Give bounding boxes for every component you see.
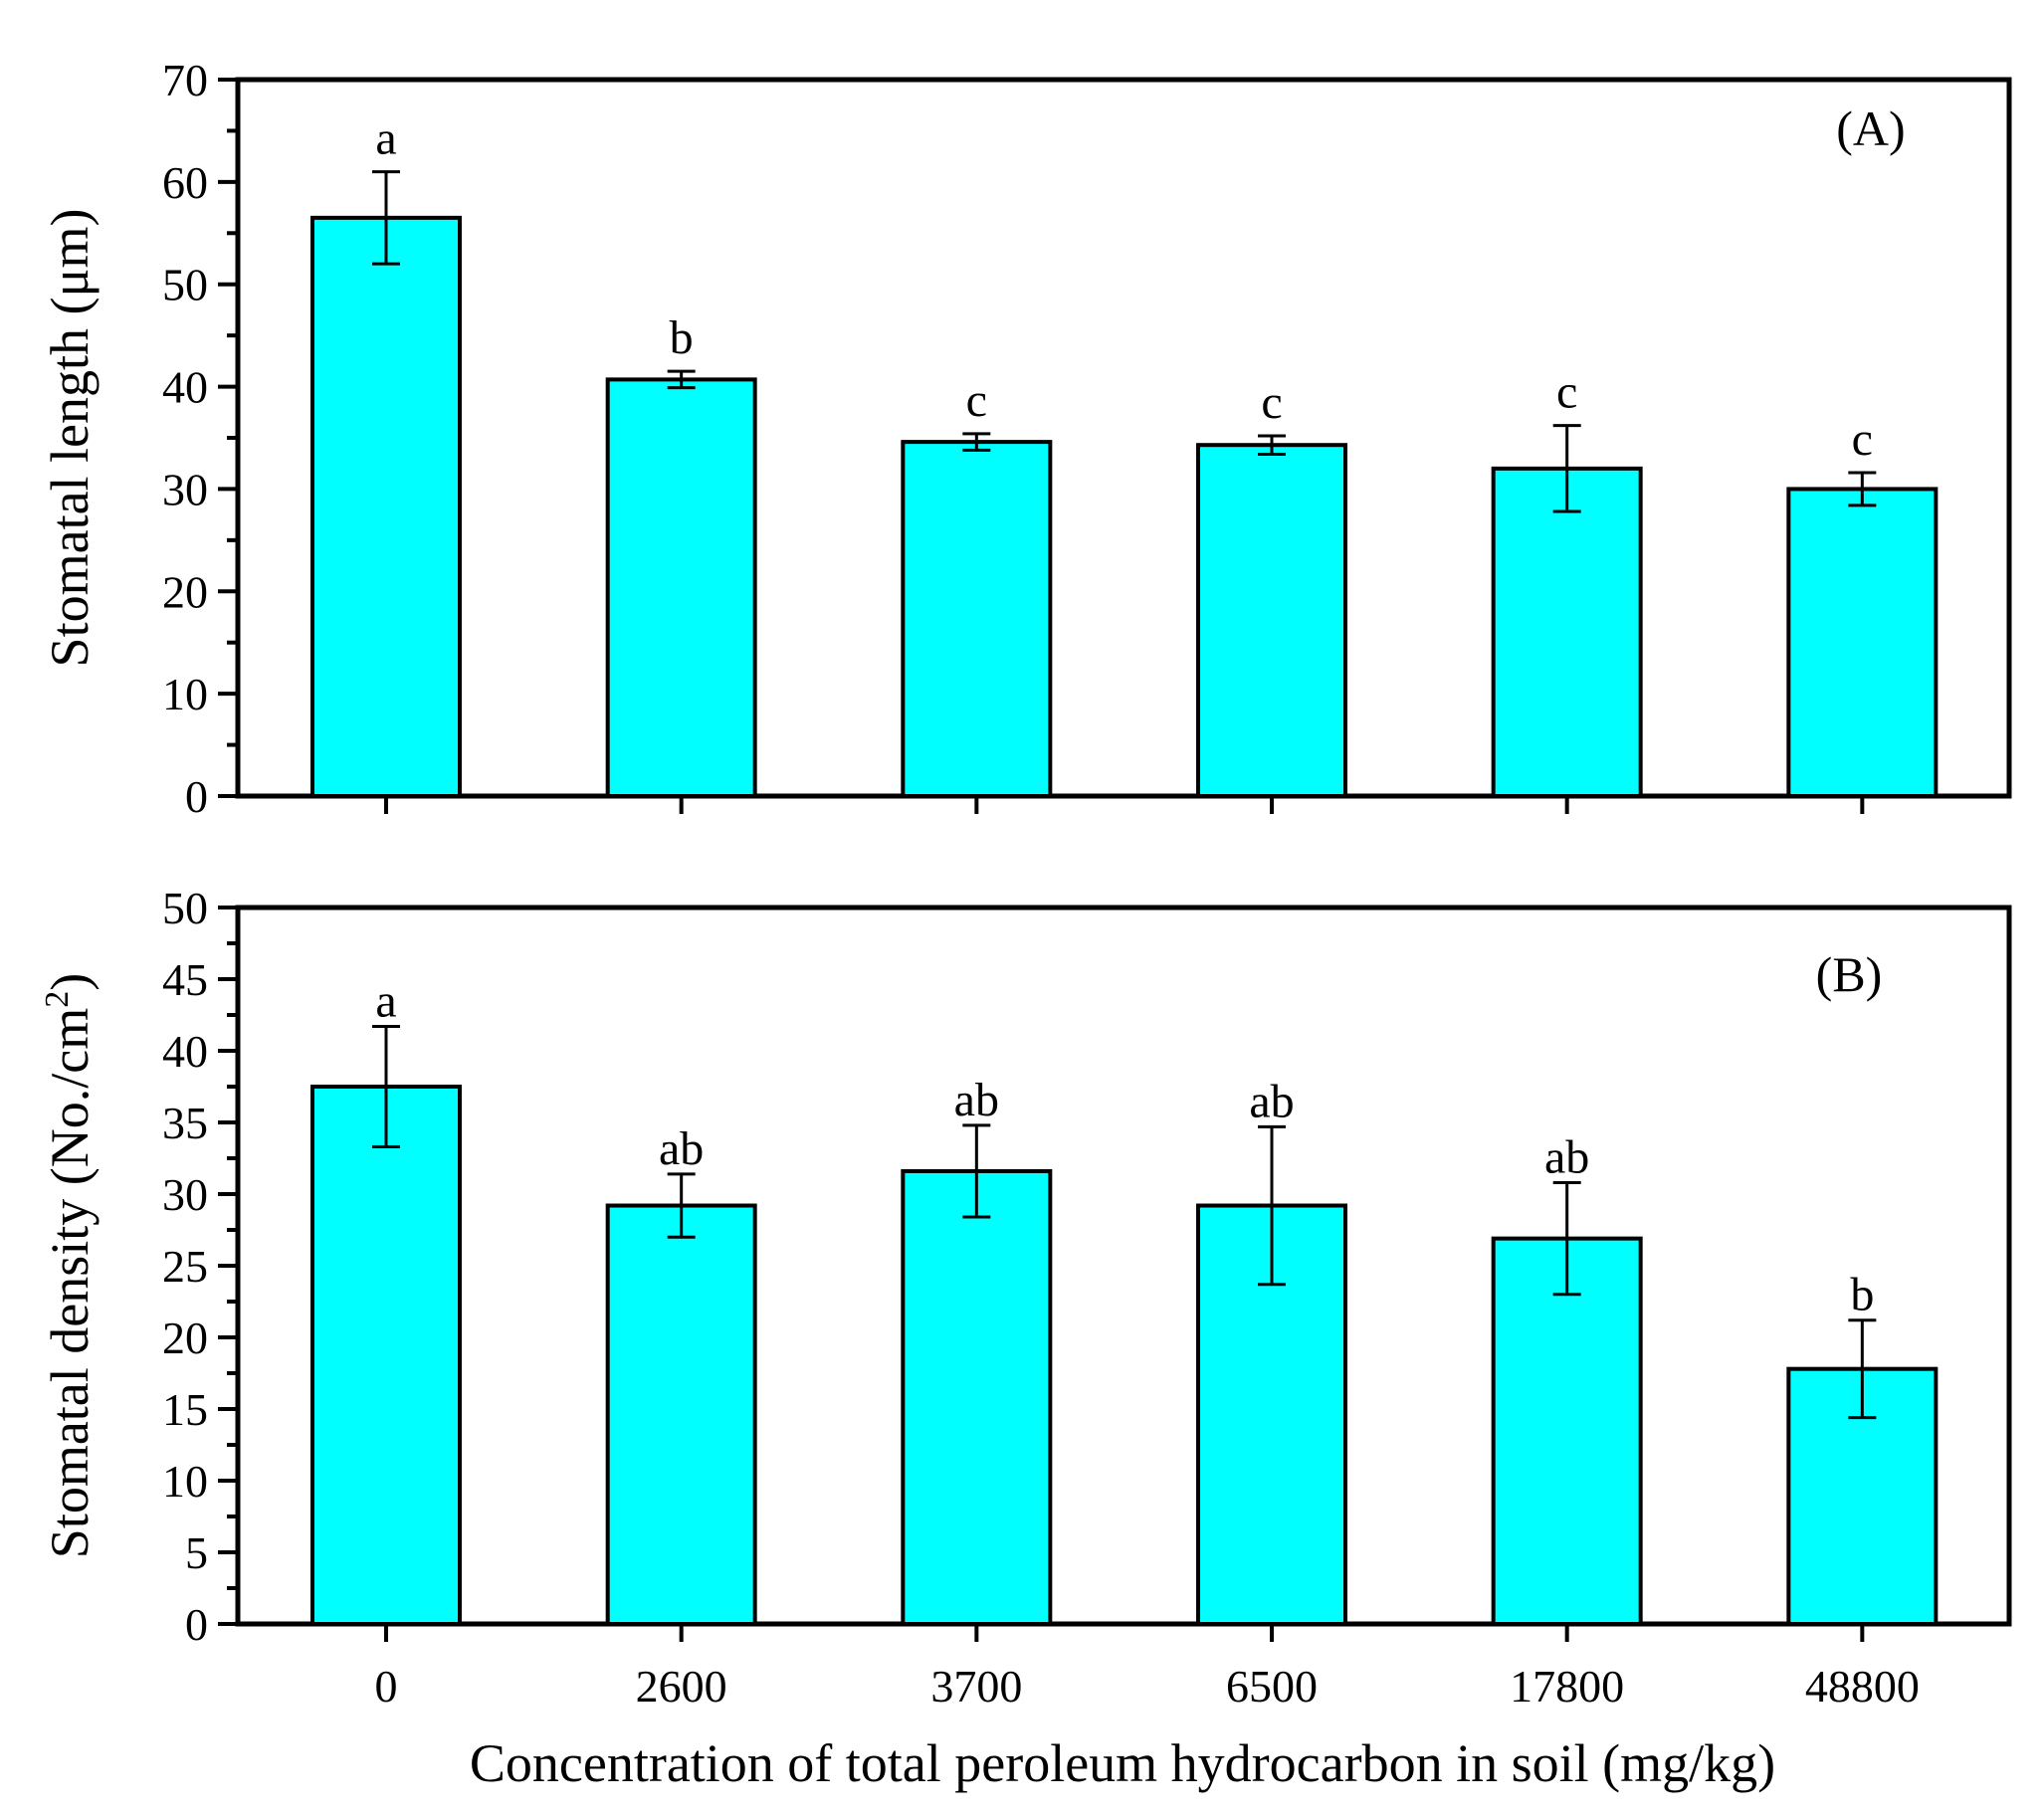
panel-b-significance-letter: ab — [659, 1122, 704, 1175]
panel-a-y-tick-label: 10 — [162, 669, 208, 719]
x-tick-label-17800: 17800 — [1510, 1661, 1624, 1712]
x-tick-label-6500: 6500 — [1226, 1661, 1318, 1712]
panel-a-significance-letter: a — [375, 112, 396, 165]
panel-b-y-tick-label: 45 — [162, 954, 208, 1005]
panel-a-y-tick-label: 30 — [162, 464, 208, 514]
panel-b-significance-letter: a — [375, 975, 396, 1028]
panel-b-significance-letter: ab — [954, 1074, 999, 1126]
panel-a-y-tick-label: 60 — [162, 157, 208, 208]
x-axis-title: Concentration of total peroleum hydrocar… — [470, 1733, 1775, 1793]
panel-b-y-tick-label: 35 — [162, 1098, 208, 1148]
panel-a-y-axis-title: Stomatal length (μm) — [40, 209, 100, 668]
panel-b-y-tick-label: 15 — [162, 1384, 208, 1435]
panel-b-bar-0 — [310, 1085, 462, 1626]
panel-a-significance-letter: c — [1556, 366, 1577, 419]
x-tick-label-2600: 2600 — [636, 1661, 727, 1712]
panel-a-stomatal-length: 0 10 20 30 40 50 60 70 a b c c c c (A) Stomatal leng… — [40, 55, 2012, 822]
panel-a-bar-2600 — [605, 377, 757, 798]
panel-b-y-ticks: 0 5 10 15 20 25 30 35 40 45 50 — [162, 883, 1865, 1650]
panel-a-bar-3700 — [901, 440, 1053, 798]
panel-b-label: (B) — [1816, 946, 1883, 1002]
panel-a-y-tick-label: 20 — [162, 566, 208, 617]
panel-b-y-axis-title-sup: 2 — [39, 991, 76, 1008]
panel-a-y-tick-label: 0 — [185, 771, 208, 822]
panel-a-significance-letter: b — [670, 311, 694, 364]
panel-a-y-tick-label: 70 — [162, 55, 208, 105]
panel-a-significance-letter: c — [1852, 413, 1873, 466]
x-tick-label-3700: 3700 — [930, 1661, 1022, 1712]
panel-a-y-ticks: 0 10 20 30 40 50 60 70 — [162, 55, 1865, 822]
x-axis-tick-labels: 0 2600 3700 6500 17800 48800 — [375, 1661, 1920, 1712]
panel-b-bar-3700 — [901, 1168, 1053, 1626]
panel-b-significance-letter: ab — [1249, 1075, 1294, 1127]
panel-b-y-tick-label: 5 — [185, 1527, 208, 1578]
panel-b-y-tick-label: 40 — [162, 1026, 208, 1077]
panel-a-bar-0 — [310, 215, 462, 799]
x-tick-label-0: 0 — [375, 1661, 398, 1712]
panel-b-bars: a ab ab ab ab b — [310, 975, 1939, 1627]
panel-a-bars: a b c c c c — [310, 112, 1939, 799]
panel-a-bar-17800 — [1491, 466, 1643, 798]
panel-b-y-axis-title-close: ) — [40, 973, 100, 991]
panel-a-y-tick-label: 40 — [162, 362, 208, 413]
panel-b-stomatal-density: 0 5 10 15 20 25 30 35 40 45 50 a ab ab ab ab b 0 2600 370… — [39, 883, 2012, 1793]
panel-b-y-axis-title: Stomatal density (No./cm2) — [39, 973, 100, 1558]
panel-b-y-tick-label: 20 — [162, 1313, 208, 1363]
panel-a-bar-6500 — [1196, 443, 1347, 798]
panel-a-significance-letter: c — [966, 374, 987, 427]
panel-b-y-tick-label: 0 — [185, 1599, 208, 1650]
panel-a-significance-letter: c — [1261, 376, 1282, 429]
panel-b-y-tick-label: 30 — [162, 1169, 208, 1220]
panel-a-y-tick-label: 50 — [162, 260, 208, 310]
panel-a-plot-frame — [235, 77, 2012, 799]
panel-b-y-tick-label: 25 — [162, 1241, 208, 1292]
panel-b-plot-frame — [235, 905, 2012, 1627]
panel-b-bar-2600 — [605, 1203, 757, 1627]
panel-b-significance-letter: ab — [1544, 1130, 1589, 1183]
panel-b-y-axis-title-main: Stomatal density (No./cm — [40, 1008, 100, 1558]
panel-b-bar-17800 — [1491, 1236, 1643, 1626]
panel-b-significance-letter: b — [1850, 1269, 1874, 1321]
panel-a-bar-48800 — [1786, 487, 1939, 798]
panel-a-label: (A) — [1836, 101, 1905, 156]
x-tick-label-48800: 48800 — [1805, 1661, 1920, 1712]
panel-b-y-tick-label: 10 — [162, 1456, 208, 1507]
panel-b-y-tick-label: 50 — [162, 883, 208, 933]
